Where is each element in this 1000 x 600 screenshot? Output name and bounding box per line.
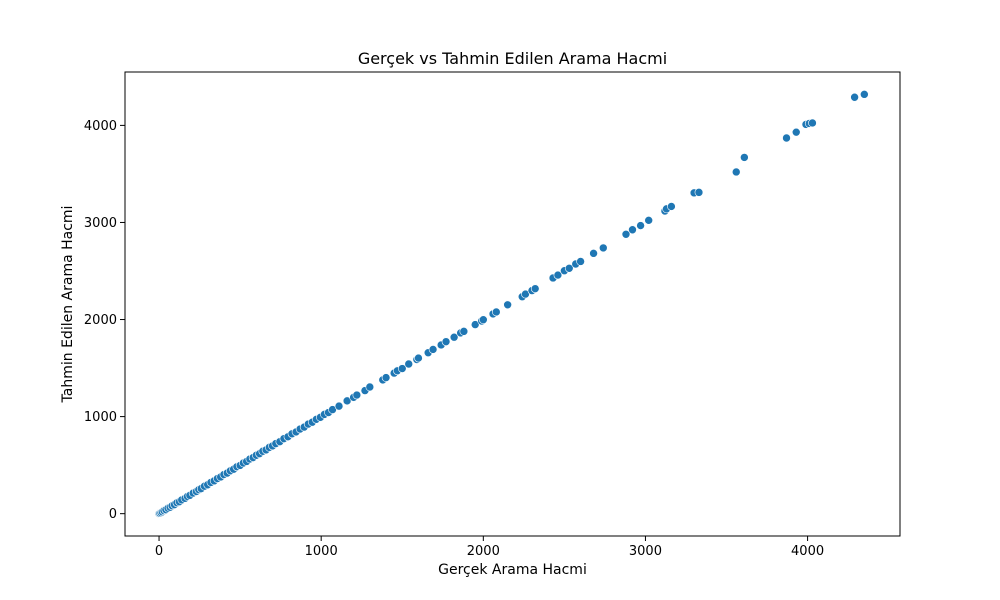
data-point bbox=[428, 345, 438, 354]
data-point bbox=[530, 284, 540, 293]
x-tick-label: 2000 bbox=[467, 544, 500, 559]
data-point bbox=[791, 127, 801, 137]
data-point bbox=[628, 225, 637, 235]
y-tick-label: 2000 bbox=[84, 313, 117, 328]
data-point bbox=[564, 263, 574, 273]
x-tick-label: 4000 bbox=[791, 544, 824, 559]
x-tick-label: 1000 bbox=[305, 544, 338, 559]
data-point bbox=[441, 337, 451, 346]
data-point bbox=[503, 300, 512, 310]
data-point bbox=[860, 90, 869, 99]
plot-frame bbox=[124, 71, 901, 537]
y-tick-label: 1000 bbox=[84, 410, 117, 425]
data-point bbox=[553, 270, 563, 280]
data-point bbox=[598, 243, 608, 253]
data-point bbox=[449, 332, 459, 342]
x-axis-title: Gerçek Arama Hacmi bbox=[438, 562, 587, 578]
data-point bbox=[414, 353, 423, 363]
y-tick-label: 3000 bbox=[84, 216, 117, 231]
y-axis-title: Tahmin Edilen Arama Hacmi bbox=[60, 206, 76, 404]
data-point bbox=[365, 382, 375, 392]
data-point bbox=[782, 133, 791, 143]
data-point bbox=[644, 216, 653, 225]
data-point bbox=[589, 249, 598, 258]
data-point bbox=[731, 167, 741, 177]
data-point bbox=[470, 320, 480, 329]
data-point bbox=[694, 188, 704, 197]
data-point bbox=[740, 153, 749, 162]
data-point bbox=[334, 401, 344, 411]
data-point bbox=[808, 118, 817, 128]
x-axis: 0 1000 2000 3000 4000 bbox=[155, 536, 824, 559]
data-point bbox=[459, 327, 469, 336]
data-point bbox=[397, 364, 407, 373]
y-tick-label: 4000 bbox=[84, 119, 117, 134]
data-point bbox=[576, 257, 585, 266]
data-point bbox=[352, 390, 362, 400]
data-point bbox=[667, 202, 676, 211]
data-points bbox=[154, 90, 869, 518]
data-point bbox=[491, 307, 501, 317]
chart-title: Gerçek vs Tahmin Edilen Arama Hacmi bbox=[358, 49, 667, 68]
data-point bbox=[636, 221, 645, 230]
data-point bbox=[850, 92, 859, 102]
x-tick-label: 3000 bbox=[629, 544, 662, 559]
data-point bbox=[621, 230, 631, 239]
y-axis: 0 1000 2000 3000 4000 bbox=[84, 119, 125, 522]
data-point bbox=[479, 315, 488, 325]
data-point bbox=[381, 373, 391, 382]
y-tick-label: 0 bbox=[109, 507, 117, 522]
data-point bbox=[404, 359, 414, 369]
x-tick-label: 0 bbox=[155, 544, 163, 559]
